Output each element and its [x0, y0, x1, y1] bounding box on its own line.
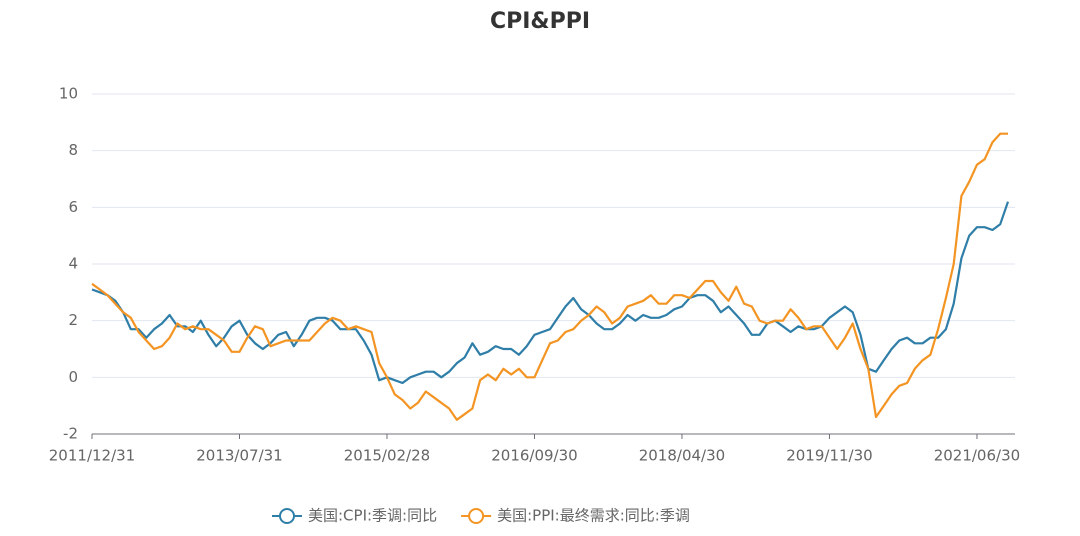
y-tick-label: 8	[68, 141, 78, 159]
series-line	[91, 132, 1008, 421]
x-tick-label: 2011/12/31	[49, 447, 135, 465]
legend-label: 美国:CPI:季调:同比	[308, 507, 437, 525]
x-tick-label: 2018/04/30	[639, 447, 725, 465]
legend-marker	[279, 508, 295, 524]
chart-title: CPI&PPI	[490, 9, 590, 34]
y-tick-label: 0	[68, 368, 78, 386]
y-tick-label: 2	[68, 311, 78, 329]
y-tick-label: 10	[59, 85, 78, 103]
y-tick-label: -2	[63, 425, 78, 443]
legend-label: 美国:PPI:最终需求:同比:季调	[497, 507, 690, 525]
x-tick-label: 2015/02/28	[344, 447, 430, 465]
y-tick-label: 6	[68, 198, 78, 216]
legend-marker	[468, 508, 485, 524]
y-tick-label: 4	[68, 255, 78, 273]
x-tick-label: 2019/11/30	[786, 447, 872, 465]
series-line	[91, 201, 1010, 385]
x-tick-label: 2013/07/31	[196, 447, 282, 465]
x-tick-label: 2021/06/30	[934, 447, 1020, 465]
x-tick-label: 2016/09/30	[491, 447, 577, 465]
